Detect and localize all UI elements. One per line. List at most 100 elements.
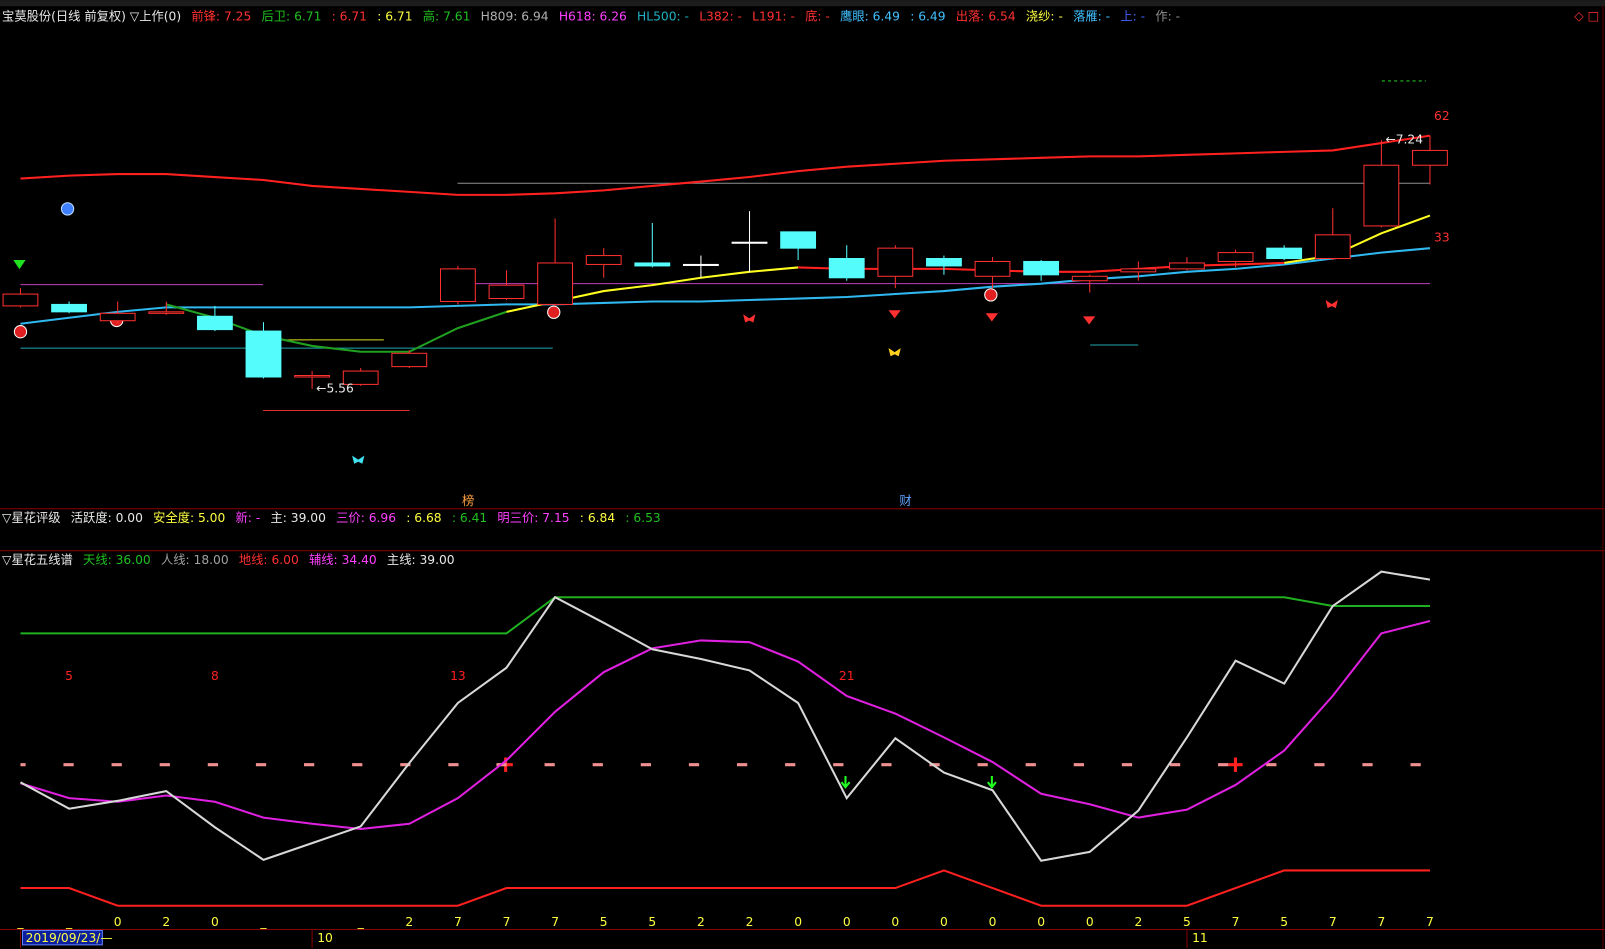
x-tick-label: 2019/09/23/— [26, 931, 113, 945]
header-item: 明三价: 7.15 [497, 511, 569, 525]
row-label: 0 [891, 915, 899, 929]
candle-body [926, 258, 962, 267]
header-item: 浇纱: - [1026, 9, 1063, 23]
header-item: : 6.71 [332, 9, 367, 23]
header-item: 三价: 6.96 [336, 511, 396, 525]
row-label: 0 [114, 915, 122, 929]
series-line [20, 134, 1431, 196]
candle-body [391, 352, 428, 368]
triangle-icon [13, 260, 26, 270]
header-item: : 6.53 [625, 511, 660, 525]
header-item: 落雁: - [1073, 9, 1110, 23]
x-tick-label: 10 [317, 931, 333, 945]
row-label: 7 [503, 915, 511, 929]
top-label: 21 [839, 669, 855, 683]
series-line [19, 570, 1431, 862]
candle-body [148, 311, 185, 314]
header-item: 地线: 6.00 [239, 552, 299, 566]
window-icons[interactable]: ◇ □ [1574, 9, 1599, 23]
ball-icon [60, 202, 75, 216]
header-item: 主: 39.00 [271, 511, 326, 525]
candle-body [537, 262, 574, 305]
row-label: 7 [454, 915, 462, 929]
row-label: _ [357, 915, 365, 929]
candle-body [634, 262, 671, 267]
row-label: 0 [211, 915, 219, 929]
row-label: 7 [551, 915, 559, 929]
gem-icon [888, 310, 901, 319]
candle-body [1023, 260, 1060, 276]
candle-body [1266, 247, 1303, 260]
candle-body [51, 303, 87, 313]
gem-icon [1082, 316, 1096, 325]
candle-body [683, 263, 719, 266]
header-item: : 6.71 [377, 9, 412, 23]
header-item: 后卫: 6.71 [262, 9, 322, 23]
candle-body [294, 374, 331, 378]
ball-icon [13, 325, 28, 339]
legend-bar: ▽星花五线谱 天线: 36.00 人线: 18.00 地线: 6.00 辅线: 34.4… [2, 551, 455, 566]
header-item: : 6.84 [580, 511, 616, 525]
candle-body [99, 312, 136, 322]
candle-body [245, 330, 282, 378]
menu-strip [0, 0, 1605, 7]
candle-body [1169, 262, 1205, 270]
annotation: 财 [899, 494, 911, 508]
butterfly-icon [888, 348, 901, 357]
date-box [22, 930, 103, 946]
row-label: 7 [1329, 915, 1337, 929]
header-item: : 6.68 [406, 511, 441, 525]
candle-body [439, 268, 476, 302]
row-label: _ [16, 915, 24, 929]
header-item: 新: - [236, 510, 261, 525]
candle-body [780, 231, 817, 249]
annotation: ←5.56 [316, 381, 354, 395]
row-label: 2 [405, 915, 413, 929]
header-item: 前锋: 7.25 [191, 8, 251, 23]
header-item: L382: - [699, 9, 742, 23]
header-item: 上: - [1120, 9, 1145, 23]
top-label: 13 [450, 669, 466, 683]
row-label: 0 [794, 915, 802, 929]
rating-bar: ▽星花评级 活跃度: 0.00 安全度: 5.00 新: - 主: 39.00 三价: 6… [2, 510, 661, 525]
header-item: 辅线: 34.40 [309, 552, 377, 566]
candle-body [974, 260, 1011, 277]
ball-icon [984, 288, 998, 302]
row-label: _ [259, 915, 267, 929]
quote-bar: 宝莫股份(日线 前复权) ▽上作(0) 前锋: 7.25 后卫: 6.71: 6.7… [2, 8, 1180, 23]
series-line [20, 619, 1431, 831]
annotation: 62 [1434, 109, 1450, 123]
x-tick-label: 11 [1192, 931, 1208, 945]
row-label: 0 [940, 915, 948, 929]
header-item: ▽星花五线谱 [2, 551, 73, 566]
ball-icon [547, 305, 561, 319]
header-item: HL500: - [637, 9, 689, 23]
header-item: 鹰眼: 6.49 [840, 8, 900, 23]
row-label: 0 [1037, 915, 1045, 929]
series-line [20, 869, 1430, 907]
candle-body [828, 258, 865, 279]
candle-body [196, 315, 233, 331]
header-item: 出落: 6.54 [956, 9, 1016, 23]
candle-body [1120, 268, 1157, 273]
candle-body [585, 255, 622, 265]
row-label: 7 [1377, 915, 1385, 929]
header-item: L191: - [752, 9, 795, 23]
header-item: : 6.41 [452, 511, 487, 525]
row-label: 2 [697, 915, 705, 929]
annotation: 33 [1434, 230, 1450, 244]
series-line [20, 247, 1431, 325]
header-item: : 6.49 [910, 9, 945, 23]
header-item: 天线: 36.00 [83, 552, 151, 566]
header-item: 活跃度: 0.00 [71, 510, 143, 525]
annotation: ←7.24 [1385, 133, 1423, 147]
header-item: 安全度: 5.00 [153, 510, 225, 525]
row-label: 0 [843, 915, 851, 929]
header-item: 人线: 18.00 [161, 552, 229, 566]
candle-body [731, 241, 768, 244]
candle-body [2, 293, 39, 307]
gem-icon [985, 313, 999, 322]
